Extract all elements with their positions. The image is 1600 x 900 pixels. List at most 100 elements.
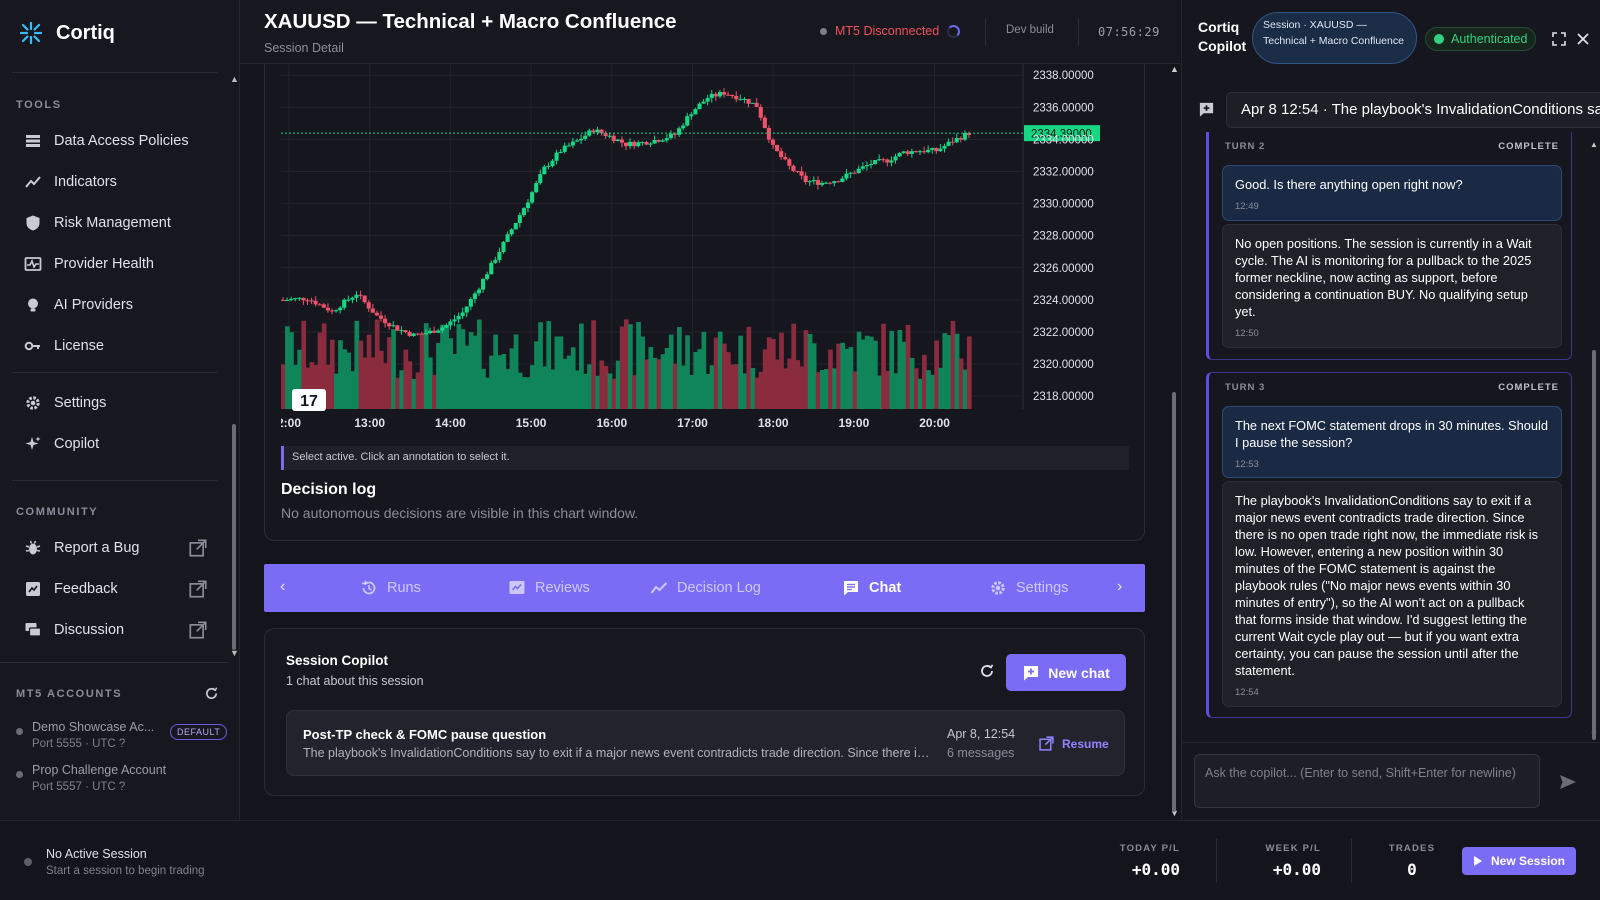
sidebar-item-copilot[interactable]: Copilot [12, 426, 217, 462]
sidebar-item-settings[interactable]: Settings [12, 385, 217, 421]
volume-bar [779, 332, 784, 409]
candle-body [407, 332, 412, 337]
candle-body [893, 156, 898, 161]
bug-icon [25, 540, 41, 555]
refresh-icon[interactable] [204, 686, 219, 701]
sidebar-item-license[interactable]: License [12, 328, 217, 364]
volume-bar [668, 334, 674, 409]
conversation-select[interactable]: Apr 8 12:54 · The playbook's Invalidatio… [1226, 92, 1600, 128]
candle-body [938, 148, 943, 152]
sidebar-item-discussion[interactable]: Discussion [12, 612, 217, 648]
copilot-brand: Cortiq Copilot [1198, 18, 1246, 56]
candle-body [579, 138, 584, 141]
panel-scroll-up-icon[interactable]: ▲ [1590, 140, 1598, 149]
sidebar-item-feedback[interactable]: Feedback [12, 571, 217, 607]
main-scroll-down-icon[interactable]: ▼ [1170, 808, 1179, 818]
candle-body [750, 102, 755, 104]
volume-bar [775, 359, 780, 409]
trend-line-icon [650, 582, 668, 594]
sidebar-item-data-access-policies[interactable]: Data Access Policies [12, 123, 217, 159]
main-scrollbar[interactable] [1172, 392, 1176, 812]
new-chat-label: New chat [1048, 664, 1110, 681]
volume-bar [525, 377, 531, 409]
brand[interactable]: Cortiq [18, 20, 115, 46]
y-tick-label: 2320.00000 [1033, 359, 1094, 371]
candle-body [799, 171, 804, 176]
external-link-icon [189, 539, 207, 557]
candle-body [370, 308, 375, 313]
volume-bar [493, 334, 498, 409]
candle-body [811, 180, 816, 182]
new-chat-button[interactable]: New chat [1006, 654, 1126, 691]
candle-body [672, 133, 678, 135]
add-chat-icon[interactable] [1198, 101, 1215, 118]
sidebar-item-ai-providers[interactable]: AI Providers [12, 287, 217, 323]
sidebar-scrollbar[interactable] [232, 424, 236, 650]
copilot-brand-line2: Copilot [1198, 38, 1247, 54]
current-price-label-bg [1024, 125, 1100, 142]
volume-bar [648, 347, 654, 409]
sidebar-item-provider-health[interactable]: Provider Health [12, 246, 217, 282]
sidebar-item-report-a-bug[interactable]: Report a Bug [12, 530, 217, 566]
volume-bar [334, 373, 339, 409]
candle-body [595, 129, 600, 133]
candle-body [877, 159, 882, 161]
mt5-status[interactable]: MT5 Disconnected [820, 24, 961, 38]
candle-body [754, 102, 759, 107]
account-name: Prop Challenge Account [32, 763, 167, 777]
candle-body [897, 152, 902, 157]
candle-body [873, 159, 878, 165]
candle-body [436, 330, 441, 333]
y-tick-label: 2328.00000 [1033, 231, 1094, 243]
auth-status-label: Authenticated [1451, 32, 1528, 46]
candle-body [338, 307, 343, 311]
x-tick-label: 14:00 [435, 416, 466, 430]
session-context-pill[interactable]: Session · XAUUSD — Technical + Macro Con… [1252, 12, 1417, 64]
sidebar-item-risk-management[interactable]: Risk Management [12, 205, 217, 241]
send-icon[interactable] [1558, 772, 1578, 792]
user-message: Good. Is there anything open right now? … [1222, 165, 1562, 221]
tabs-next-icon[interactable]: › [1117, 578, 1123, 595]
volume-bar [497, 355, 503, 409]
candle-body [701, 101, 706, 104]
refresh-icon[interactable] [979, 663, 995, 679]
candle-body [832, 181, 837, 184]
candle-body [783, 157, 788, 160]
tab-decision-log[interactable]: Decision Log [650, 564, 761, 612]
tabs-prev-icon[interactable]: ‹ [280, 578, 286, 595]
main-scroll-up-icon[interactable]: ▲ [1170, 64, 1179, 74]
volume-bar [717, 331, 723, 409]
tab-chat[interactable]: Chat [842, 564, 901, 612]
x-tick-label: 13:00 [354, 416, 385, 430]
sidebar-item-indicators[interactable]: Indicators [12, 164, 217, 200]
volume-bar [432, 374, 437, 409]
candle-body [509, 229, 514, 235]
status-footer: No Active Session Start a session to beg… [0, 820, 1600, 900]
tab-runs[interactable]: Runs [360, 564, 421, 612]
copilot-input[interactable]: Ask the copilot... (Enter to send, Shift… [1194, 754, 1540, 808]
stat-value: 0 [1407, 860, 1417, 879]
tab-reviews[interactable]: Reviews [508, 564, 590, 612]
candle-body [644, 142, 649, 145]
panel-scrollbar[interactable] [1592, 350, 1596, 740]
expand-icon[interactable] [1552, 32, 1566, 46]
volume-bar [427, 357, 433, 409]
current-price-line: 2334.39000 [281, 125, 1100, 142]
volume-bar [301, 320, 307, 409]
volume-bar [946, 335, 952, 409]
close-icon[interactable] [1576, 32, 1590, 46]
resume-button[interactable]: Resume [1039, 736, 1109, 751]
sidebar-scroll-down-icon[interactable]: ▼ [230, 648, 239, 658]
chat-list-item[interactable]: Post-TP check & FOMC pause question The … [286, 710, 1125, 776]
new-session-button[interactable]: New Session [1462, 847, 1576, 875]
sidebar-scroll-up-icon[interactable]: ▲ [230, 74, 239, 84]
x-tick-label: 16:00 [596, 416, 627, 430]
stat-value: +0.00 [1131, 860, 1180, 879]
tab-settings[interactable]: Settings [989, 564, 1068, 612]
candle-body [697, 103, 702, 110]
volume-bar [566, 355, 572, 409]
price-chart[interactable]: 2334.39000 2338.00000 2336.00000 2334.0000… [281, 64, 1126, 446]
candle-body [619, 139, 624, 143]
candle-body [468, 299, 473, 307]
volume-bar [799, 366, 805, 409]
